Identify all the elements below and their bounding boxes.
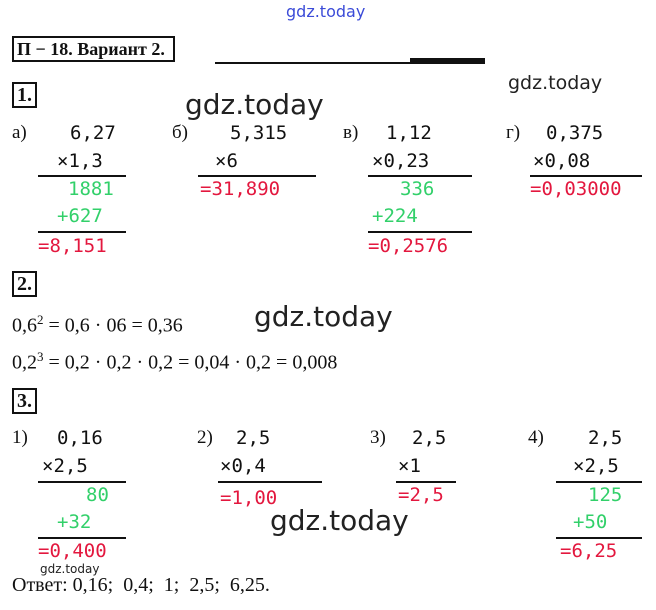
partial: +32: [57, 511, 92, 533]
result: =0,03000: [530, 178, 622, 200]
operand: ×2,5: [42, 455, 88, 477]
watermark: gdz.today: [254, 300, 393, 333]
partial: +627: [57, 205, 103, 227]
rule: [556, 537, 642, 539]
task-number: 1.: [12, 82, 37, 108]
rule: [530, 175, 642, 177]
operand: 1,12: [386, 122, 432, 144]
label: б): [172, 122, 188, 143]
result: =0,400: [38, 540, 107, 562]
result: =6,25: [560, 540, 618, 562]
operand: 5,315: [230, 122, 288, 144]
header-rule: [215, 62, 485, 64]
label: 4): [528, 427, 544, 448]
watermark: gdz.today: [270, 504, 409, 537]
rule: [198, 175, 316, 177]
watermark: gdz.today: [286, 2, 366, 21]
label: а): [12, 122, 27, 143]
equation: 0,23 = 0,2 · 0,2 · 0,2 = 0,04 · 0,2 = 0,…: [12, 345, 337, 375]
exponent: 2: [37, 312, 44, 327]
equation: 0,62 = 0,6 · 06 = 0,36: [12, 308, 183, 338]
rule: [368, 175, 472, 177]
partial: 80: [86, 484, 109, 506]
result: =0,2576: [368, 235, 449, 257]
rule: [38, 481, 126, 483]
watermark: gdz.today: [508, 72, 603, 94]
result: =2,5: [398, 484, 444, 506]
base: 0,6: [12, 314, 37, 337]
rule: [556, 481, 642, 483]
operand: ×0,4: [220, 455, 266, 477]
watermark: gdz.today: [40, 562, 100, 576]
rest: = 0,2 · 0,2 · 0,2 = 0,04 · 0,2 = 0,008: [43, 351, 338, 374]
header: П − 18. Вариант 2.: [12, 36, 175, 62]
rule: [38, 537, 126, 539]
operand: ×2,5: [573, 455, 619, 477]
partial: +50: [573, 511, 608, 533]
partial: +224: [372, 205, 418, 227]
label: 1): [12, 427, 28, 448]
operand: 2,5: [588, 427, 623, 449]
result: =8,151: [38, 235, 107, 257]
result: =31,890: [200, 178, 281, 200]
rule: [368, 231, 472, 233]
watermark: gdz.today: [185, 88, 324, 121]
header-rule-bold: [410, 58, 485, 62]
partial: 125: [588, 484, 623, 506]
answer: Ответ: 0,16; 0,4; 1; 2,5; 6,25.: [12, 574, 270, 596]
base: 0,2: [12, 351, 37, 374]
operand: 2,5: [412, 427, 447, 449]
rule: [38, 231, 126, 233]
operand: ×6: [215, 150, 238, 172]
operand: ×0,23: [372, 150, 430, 172]
partial: 1881: [68, 178, 114, 200]
label: 2): [197, 427, 213, 448]
operand: 0,16: [57, 427, 103, 449]
operand: ×1: [398, 455, 421, 477]
label: 3): [370, 427, 386, 448]
operand: ×1,3: [57, 150, 103, 172]
partial: 336: [400, 178, 435, 200]
result: =1,00: [220, 487, 278, 509]
operand: 0,375: [546, 122, 604, 144]
rule: [218, 481, 322, 483]
label: г): [506, 122, 521, 143]
rule: [38, 175, 126, 177]
task-number: 2.: [12, 271, 37, 297]
operand: 6,27: [70, 122, 116, 144]
rest: = 0,6 · 06 = 0,36: [43, 314, 183, 337]
operand: ×0,08: [533, 150, 591, 172]
task-number: 3.: [12, 388, 37, 414]
operand: 2,5: [236, 427, 271, 449]
label: в): [343, 122, 359, 143]
rule: [396, 481, 456, 483]
exponent: 3: [37, 349, 44, 364]
